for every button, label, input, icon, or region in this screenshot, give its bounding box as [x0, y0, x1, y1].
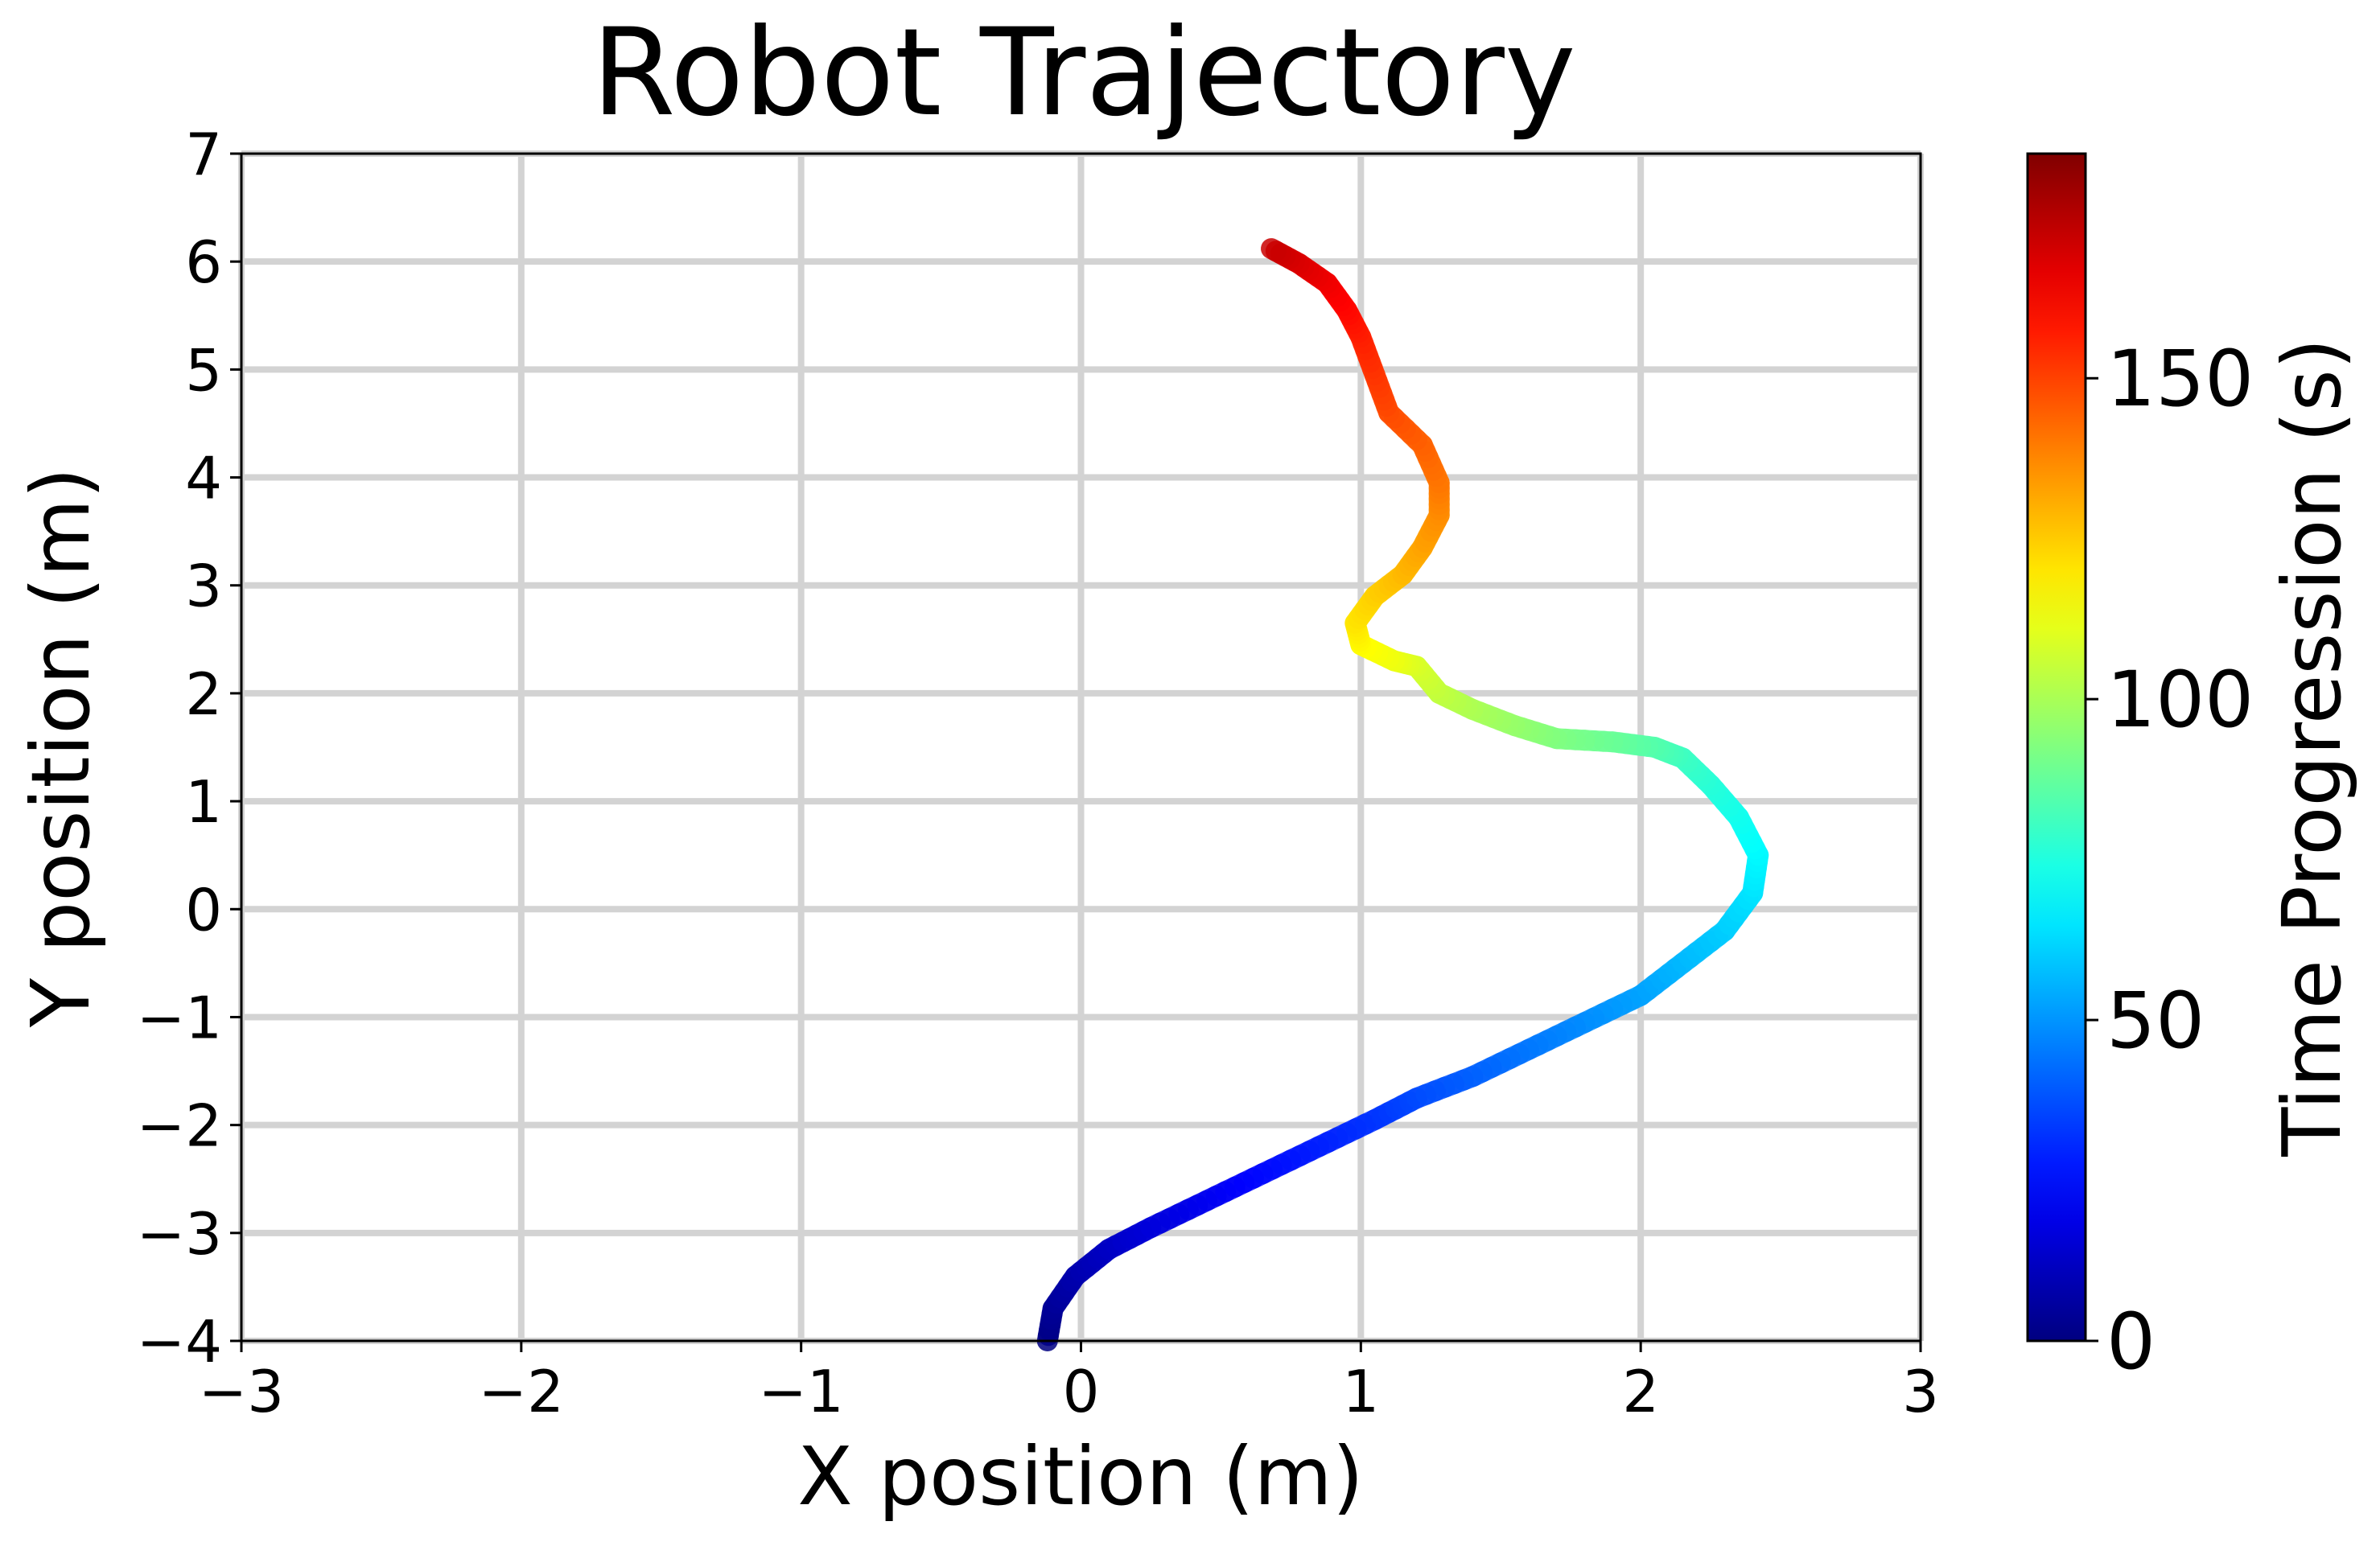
y-axis-ticks: −4 −3 −2 −1 0 1 2 3 4 5 6 7 [137, 121, 241, 1375]
colorbar-tick-label: 100 [2106, 655, 2254, 745]
x-tick-label: −2 [479, 1358, 564, 1425]
chart-title: Robot Trajectory [591, 3, 1575, 143]
y-tick-label: 1 [185, 768, 222, 836]
y-tick-label: 0 [185, 876, 222, 944]
y-tick-label: −2 [137, 1092, 222, 1160]
x-tick-label: 3 [1902, 1358, 1939, 1425]
x-tick-label: 2 [1622, 1358, 1659, 1425]
y-tick-label: 2 [185, 660, 222, 728]
trajectory-segment [1261, 238, 1287, 262]
colorbar [2026, 152, 2087, 1343]
y-tick-label: −1 [137, 984, 222, 1051]
colorbar-tick-label: 50 [2106, 976, 2205, 1066]
x-tick-label: −1 [759, 1358, 844, 1425]
y-tick-label: −4 [137, 1308, 222, 1375]
colorbar-label: Time Progression (s) [2265, 338, 2359, 1158]
y-axis-label: Y position (m) [14, 467, 108, 1028]
y-tick-label: −3 [137, 1200, 222, 1268]
x-axis-ticks: −3 −2 −1 0 1 2 3 [199, 1341, 1939, 1425]
grid-lines [238, 150, 1924, 1344]
trajectory-path [1036, 238, 1769, 1351]
y-tick-label: 5 [185, 336, 222, 404]
x-tick-label: 1 [1342, 1358, 1379, 1425]
colorbar-ticks: 0 50 100 150 [2086, 334, 2254, 1387]
y-tick-label: 4 [185, 445, 222, 512]
colorbar-tick-label: 150 [2106, 334, 2254, 424]
y-tick-label: 7 [185, 121, 222, 188]
colorbar-tick-label: 0 [2106, 1297, 2156, 1387]
y-tick-label: 3 [185, 553, 222, 620]
x-tick-label: −3 [199, 1358, 284, 1425]
y-tick-label: 6 [185, 228, 222, 296]
x-tick-label: 0 [1063, 1358, 1100, 1425]
x-axis-label: X position (m) [797, 1429, 1364, 1523]
